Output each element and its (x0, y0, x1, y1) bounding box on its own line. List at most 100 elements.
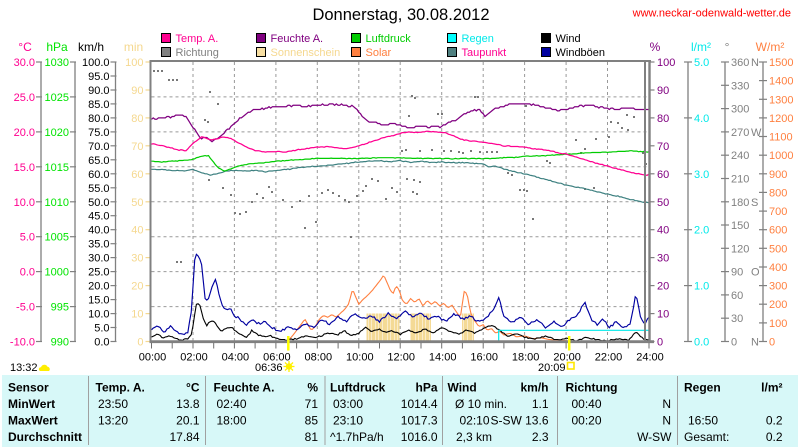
svg-text:1015: 1015 (45, 162, 69, 174)
svg-text:1020: 1020 (45, 127, 69, 139)
svg-text:70: 70 (657, 141, 669, 153)
svg-text:990: 990 (51, 337, 69, 349)
svg-text:0: 0 (731, 337, 737, 349)
svg-text:Durchschnitt: Durchschnitt (8, 430, 82, 444)
svg-text:995: 995 (51, 302, 69, 314)
svg-text:16:00: 16:00 (470, 352, 498, 364)
svg-text:0.0: 0.0 (94, 337, 109, 349)
svg-text:16:50: 16:50 (688, 414, 718, 428)
svg-text:Taupunkt: Taupunkt (462, 47, 507, 59)
svg-text:1.1: 1.1 (532, 397, 549, 411)
svg-text:70: 70 (131, 141, 143, 153)
svg-text:^1.7hPa/h: ^1.7hPa/h (330, 430, 384, 444)
svg-text:900: 900 (769, 169, 787, 181)
svg-text:°C: °C (186, 381, 200, 395)
svg-text:45.0: 45.0 (88, 211, 109, 223)
svg-text:10.0: 10.0 (14, 197, 35, 209)
svg-text:min: min (124, 40, 143, 54)
svg-text:1016.0: 1016.0 (401, 430, 438, 444)
svg-text:1010: 1010 (45, 197, 69, 209)
svg-text:1500: 1500 (769, 57, 793, 69)
svg-text:2,3 km: 2,3 km (456, 430, 492, 444)
svg-text:180: 180 (731, 197, 749, 209)
svg-text:270: 270 (731, 127, 749, 139)
svg-text:°: ° (725, 40, 730, 54)
svg-text:S-SW 13.6: S-SW 13.6 (490, 414, 548, 428)
svg-text:210: 210 (731, 174, 749, 186)
svg-text:08:00: 08:00 (305, 352, 333, 364)
svg-text:20.0: 20.0 (14, 127, 35, 139)
svg-text:50: 50 (657, 197, 669, 209)
svg-text:N: N (751, 57, 759, 69)
svg-text:13.8: 13.8 (176, 397, 200, 411)
svg-text:14:00: 14:00 (429, 352, 457, 364)
svg-text:O: O (751, 267, 760, 279)
svg-text:10:00: 10:00 (346, 352, 374, 364)
svg-text:Regen: Regen (684, 381, 721, 395)
svg-text:80.0: 80.0 (88, 113, 109, 125)
svg-text:30.0: 30.0 (88, 253, 109, 265)
svg-text:1100: 1100 (769, 132, 793, 144)
svg-text:02:10: 02:10 (459, 414, 489, 428)
svg-text:95.0: 95.0 (88, 71, 109, 83)
svg-text:5.0: 5.0 (94, 323, 109, 335)
svg-text:100: 100 (769, 318, 787, 330)
svg-text:04:00: 04:00 (222, 352, 250, 364)
svg-text:22:00: 22:00 (595, 352, 623, 364)
svg-text:1030: 1030 (45, 57, 69, 69)
svg-text:12:00: 12:00 (387, 352, 415, 364)
svg-text:30: 30 (131, 253, 143, 265)
svg-text:20:09: 20:09 (538, 362, 566, 374)
svg-text:60: 60 (731, 290, 743, 302)
svg-text:Gesamt:: Gesamt: (684, 430, 729, 444)
svg-text:Temp. A.: Temp. A. (96, 381, 145, 395)
svg-text:W: W (751, 127, 762, 139)
svg-text:25.0: 25.0 (88, 267, 109, 279)
svg-text:10.0: 10.0 (88, 309, 109, 321)
svg-text:0.2: 0.2 (766, 430, 783, 444)
svg-text:Windböen: Windböen (556, 47, 606, 59)
svg-text:100: 100 (657, 57, 675, 69)
svg-text:20.0: 20.0 (88, 281, 109, 293)
svg-text:hPa: hPa (46, 40, 68, 54)
svg-text:MaxWert: MaxWert (8, 414, 58, 428)
svg-text:00:20: 00:20 (571, 414, 601, 428)
svg-text:13:20: 13:20 (98, 414, 128, 428)
svg-text:17.84: 17.84 (169, 430, 199, 444)
svg-text:20: 20 (657, 281, 669, 293)
svg-text:700: 700 (769, 206, 787, 218)
svg-text:0.2: 0.2 (766, 414, 783, 428)
svg-text:71: 71 (305, 397, 319, 411)
svg-text:400: 400 (769, 262, 787, 274)
svg-text:Sensor: Sensor (8, 381, 49, 395)
svg-text:5.0: 5.0 (694, 57, 709, 69)
svg-text:120: 120 (731, 243, 749, 255)
svg-text:23:50: 23:50 (98, 397, 128, 411)
svg-text:km/h: km/h (520, 381, 548, 395)
svg-text:0.0: 0.0 (20, 267, 35, 279)
svg-text:90: 90 (131, 85, 143, 97)
svg-text:60: 60 (131, 169, 143, 181)
svg-text:90.0: 90.0 (88, 85, 109, 97)
svg-text:40.0: 40.0 (88, 225, 109, 237)
svg-text:-5.0: -5.0 (16, 302, 35, 314)
svg-text:500: 500 (769, 243, 787, 255)
svg-text:W/m²: W/m² (756, 40, 785, 54)
svg-text:1300: 1300 (769, 94, 793, 106)
svg-text:N: N (751, 337, 759, 349)
svg-text:90: 90 (731, 267, 743, 279)
svg-text:1014.4: 1014.4 (401, 397, 438, 411)
svg-text:20:00: 20:00 (553, 352, 581, 364)
svg-text:00:00: 00:00 (139, 352, 167, 364)
svg-text:Feuchte A.: Feuchte A. (271, 33, 324, 45)
svg-text:1200: 1200 (769, 113, 793, 125)
svg-text:40: 40 (131, 225, 143, 237)
svg-text:1000: 1000 (45, 267, 69, 279)
svg-text:90: 90 (657, 85, 669, 97)
svg-text:N: N (662, 414, 671, 428)
svg-text:50: 50 (131, 197, 143, 209)
svg-text:l/m²: l/m² (691, 40, 711, 54)
svg-text:Sonnenschein: Sonnenschein (271, 47, 341, 59)
svg-text:°C: °C (18, 40, 32, 54)
svg-text:0: 0 (657, 337, 663, 349)
